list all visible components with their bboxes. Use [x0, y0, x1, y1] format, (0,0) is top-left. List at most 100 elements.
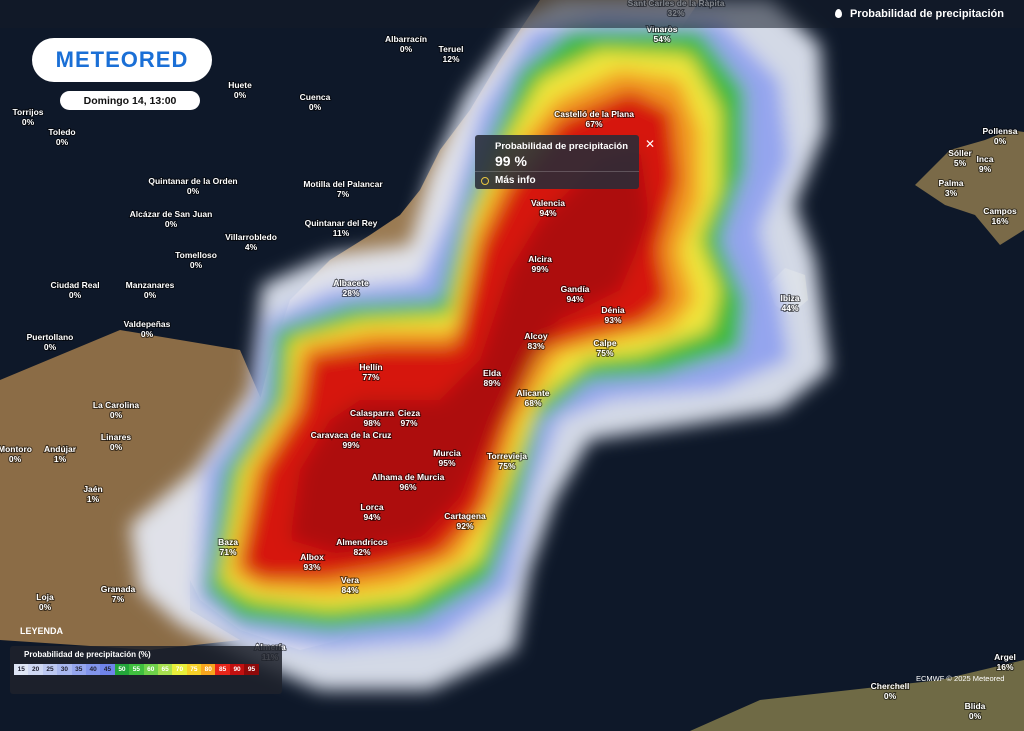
city-value[interactable]: 4% [244, 241, 259, 253]
date-label[interactable]: Domingo 14, 13:00 [60, 91, 200, 110]
city-value[interactable]: 7% [111, 593, 126, 605]
city-value[interactable]: 82% [352, 546, 371, 558]
city-name[interactable]: Montoro [0, 443, 33, 455]
city-value[interactable]: 99% [530, 263, 549, 275]
city-value[interactable]: 1% [86, 493, 101, 505]
city-name[interactable]: Linares [100, 431, 133, 443]
city-name[interactable]: Alcoy [523, 330, 548, 342]
city-name[interactable]: Loja [35, 591, 55, 603]
more-info[interactable]: Más info [475, 171, 639, 190]
city-value[interactable]: 0% [308, 101, 323, 113]
layer-selector[interactable]: Probabilidad de precipitación [835, 8, 1004, 20]
city-value[interactable]: 75% [497, 460, 516, 472]
city-name[interactable]: Alicante [515, 387, 550, 399]
city-name[interactable]: Campos [982, 205, 1018, 217]
city-name[interactable]: Jaén [82, 483, 103, 495]
city-name[interactable]: Hellín [358, 361, 383, 373]
city-value[interactable]: 71% [218, 546, 237, 558]
city-value[interactable]: 0% [21, 116, 36, 128]
city-value[interactable]: 67% [584, 118, 603, 130]
city-name[interactable]: Baza [217, 536, 239, 548]
city-value[interactable]: 68% [523, 397, 542, 409]
city-value[interactable]: 0% [993, 135, 1008, 147]
city-value[interactable]: 93% [302, 561, 321, 573]
city-value[interactable]: 5% [953, 157, 968, 169]
city-value[interactable]: 99% [341, 439, 360, 451]
city-name[interactable]: Valencia [530, 197, 566, 209]
city-value[interactable]: 16% [995, 661, 1014, 673]
city-value[interactable]: 83% [526, 340, 545, 352]
city-value[interactable]: 94% [565, 293, 584, 305]
city-name[interactable]: Pollensa [982, 125, 1019, 137]
city-name[interactable]: Albacete [332, 277, 370, 289]
city-name[interactable]: Villarrobledo [224, 231, 278, 243]
city-value[interactable]: 0% [38, 601, 53, 613]
city-value[interactable]: 11% [332, 227, 351, 239]
city-value[interactable]: 1% [53, 453, 68, 465]
city-value[interactable]: 7% [336, 188, 351, 200]
city-value[interactable]: 0% [186, 185, 201, 197]
city-name[interactable]: Palma [937, 177, 964, 189]
city-value[interactable]: 96% [398, 481, 417, 493]
city-name[interactable]: Huete [227, 79, 253, 91]
city-name[interactable]: Ciudad Real [49, 279, 100, 291]
city-name[interactable]: Calasparra [349, 407, 395, 419]
city-name[interactable]: Calpe [592, 337, 617, 349]
city-name[interactable]: Dénia [600, 304, 625, 316]
city-name[interactable]: Elda [482, 367, 502, 379]
city-name[interactable]: Albarracín [384, 33, 428, 45]
city-value[interactable]: 75% [595, 347, 614, 359]
city-name[interactable]: Torrevieja [486, 450, 528, 462]
city-name[interactable]: Granada [100, 583, 137, 595]
city-name[interactable]: Quintanar de la Orden [147, 175, 238, 187]
city-name[interactable]: Manzanares [125, 279, 176, 291]
city-name[interactable]: Inca [975, 153, 994, 165]
city-name[interactable]: Teruel [438, 43, 465, 55]
city-name[interactable]: Cuenca [299, 91, 332, 103]
city-name[interactable]: Motilla del Palancar [302, 178, 384, 190]
city-value[interactable]: 84% [340, 584, 359, 596]
city-value[interactable]: 92% [455, 520, 474, 532]
city-name[interactable]: Cherchell [870, 680, 911, 692]
city-name[interactable]: Tomelloso [174, 249, 218, 261]
city-name[interactable]: Torrijos [11, 106, 44, 118]
city-value[interactable]: 0% [68, 289, 83, 301]
city-value[interactable]: 0% [109, 441, 124, 453]
city-name[interactable]: Toledo [47, 126, 76, 138]
city-name[interactable]: Ibiza [780, 292, 801, 304]
city-name[interactable]: Gandía [560, 283, 591, 295]
city-value[interactable]: 54% [652, 33, 671, 45]
city-value[interactable]: 9% [978, 163, 993, 175]
city-name[interactable]: Vera [340, 574, 360, 586]
city-value[interactable]: 44% [780, 302, 799, 314]
city-value[interactable]: 93% [603, 314, 622, 326]
city-name[interactable]: Sóller [947, 147, 973, 159]
city-value[interactable]: 0% [55, 136, 70, 148]
city-value[interactable]: 0% [43, 341, 58, 353]
city-name[interactable]: Andújar [43, 443, 78, 455]
city-value[interactable]: 0% [143, 289, 158, 301]
city-name[interactable]: Puertollano [26, 331, 75, 343]
city-value[interactable]: 3% [944, 187, 959, 199]
city-value[interactable]: 89% [482, 377, 501, 389]
city-value[interactable]: 0% [399, 43, 414, 55]
city-value[interactable]: 0% [883, 690, 898, 702]
city-value[interactable]: 0% [8, 453, 23, 465]
city-value[interactable]: 0% [140, 328, 155, 340]
city-value[interactable]: 12% [441, 53, 460, 65]
city-name[interactable]: Alcázar de San Juan [129, 208, 214, 220]
city-name[interactable]: Lorca [359, 501, 384, 513]
city-name[interactable]: Almendricos [335, 536, 389, 548]
city-value[interactable]: 28% [341, 287, 360, 299]
city-value[interactable]: 95% [437, 457, 456, 469]
city-name[interactable]: Cieza [397, 407, 421, 419]
city-name[interactable]: La Carolina [92, 399, 141, 411]
city-value[interactable]: 0% [968, 710, 983, 722]
city-name[interactable]: Caravaca de la Cruz [310, 429, 393, 441]
city-value[interactable]: 0% [109, 409, 124, 421]
city-value[interactable]: 94% [538, 207, 557, 219]
city-value[interactable]: 98% [362, 417, 381, 429]
city-name[interactable]: Albox [299, 551, 325, 563]
city-name[interactable]: Castelló de la Plana [553, 108, 635, 120]
